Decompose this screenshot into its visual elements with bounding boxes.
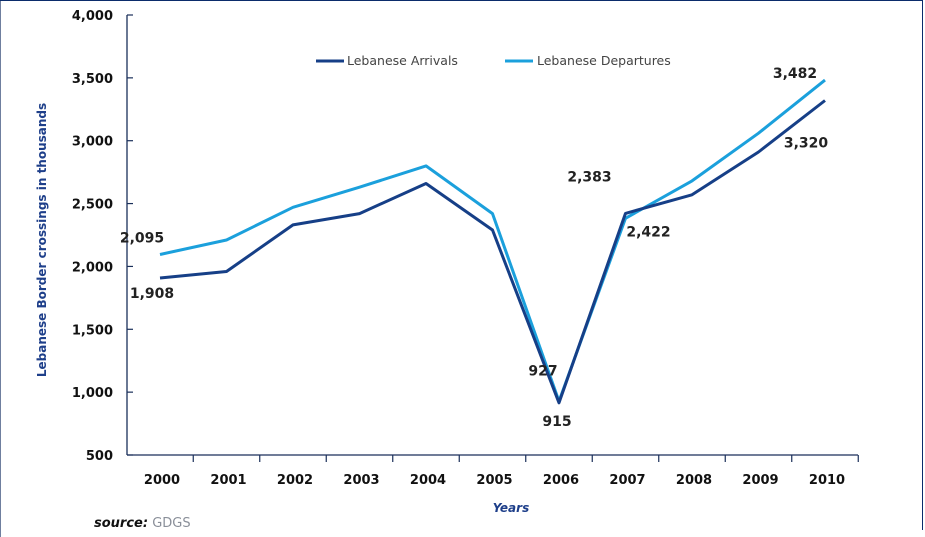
y-tick-label: 3,500: [72, 72, 113, 87]
x-tick-label: 2001: [210, 473, 246, 488]
frame-left-border: [0, 0, 1, 537]
y-tick-label: 4,000: [72, 9, 113, 24]
data-label: 915: [542, 414, 571, 430]
series-line-departures: [159, 78, 826, 403]
x-tick-label: 2010: [809, 473, 845, 488]
x-axis-title: Years: [493, 501, 529, 515]
x-tick-label: 2005: [476, 473, 512, 488]
y-tick-label: 1,000: [72, 386, 113, 401]
y-tick-label: 1,500: [72, 323, 113, 338]
y-tick-label: 3,000: [72, 135, 113, 150]
x-tick-label: 2003: [343, 473, 379, 488]
x-tick-label: 2002: [277, 473, 313, 488]
x-tick-label: 2007: [609, 473, 645, 488]
y-tick-label: 500: [86, 449, 113, 464]
source-label: source:: [94, 516, 149, 531]
data-label: 2,095: [120, 230, 164, 246]
x-tick-label: 2008: [676, 473, 712, 488]
source-value: GDGS: [152, 516, 191, 531]
x-tick-label: 2009: [742, 473, 778, 488]
legend-label: Lebanese Departures: [537, 53, 671, 68]
data-label: 2,383: [567, 169, 611, 185]
data-label: 3,320: [784, 135, 829, 151]
y-axis-title: Lebanese Border crossings in thousands: [35, 103, 49, 377]
data-label: 3,482: [773, 66, 817, 82]
x-tick-label: 2006: [543, 473, 579, 488]
source-note: source: GDGS: [94, 516, 191, 531]
x-tick-label: 2000: [144, 473, 180, 488]
data-label: 1,908: [130, 286, 174, 302]
y-tick-label: 2,000: [72, 260, 113, 275]
data-label: 927: [528, 363, 557, 379]
y-tick-label: 2,500: [72, 198, 113, 213]
series-line-arrivals: [159, 99, 826, 405]
data-label: 2,422: [626, 224, 670, 240]
x-tick-label: 2004: [410, 473, 446, 488]
legend-label: Lebanese Arrivals: [347, 53, 458, 68]
